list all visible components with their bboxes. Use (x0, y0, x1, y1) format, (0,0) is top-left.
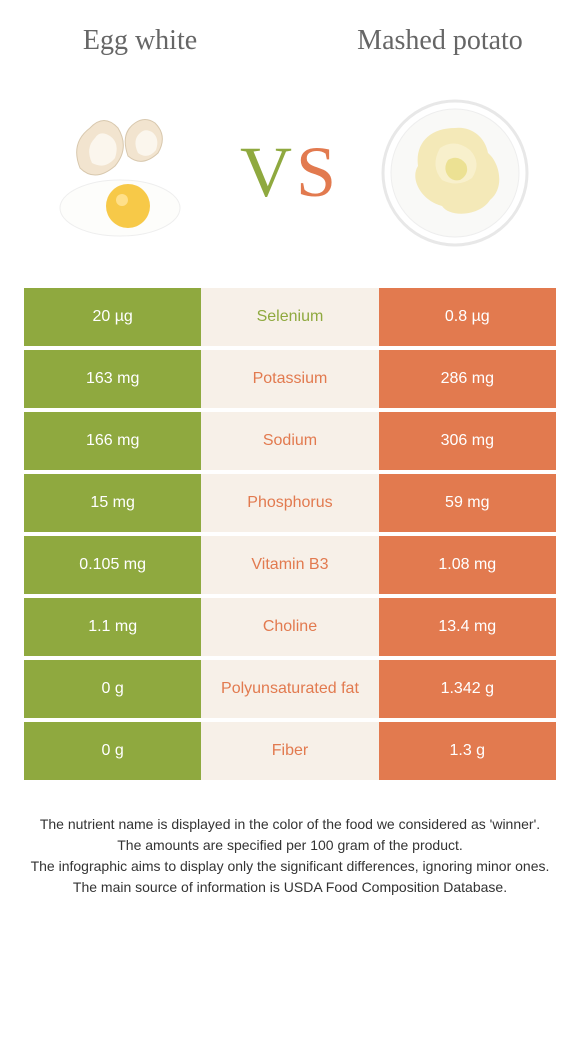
vs-v: V (240, 132, 296, 212)
nutrient-row: 15 mgPhosphorus59 mg (24, 474, 556, 532)
footer-line-4: The main source of information is USDA F… (24, 877, 556, 898)
header: Egg white Mashed potato (0, 0, 580, 68)
right-value: 1.342 g (379, 660, 556, 718)
right-value: 59 mg (379, 474, 556, 532)
left-value: 15 mg (24, 474, 201, 532)
nutrient-label: Potassium (201, 350, 378, 408)
vs-label: VS (240, 131, 340, 214)
left-value: 166 mg (24, 412, 201, 470)
right-value: 286 mg (379, 350, 556, 408)
food-image-right (370, 88, 540, 258)
right-value: 0.8 µg (379, 288, 556, 346)
left-value: 0 g (24, 722, 201, 780)
nutrient-row: 0.105 mgVitamin B31.08 mg (24, 536, 556, 594)
left-value: 1.1 mg (24, 598, 201, 656)
left-value: 20 µg (24, 288, 201, 346)
nutrient-label: Selenium (201, 288, 378, 346)
food-title-left: Egg white (40, 24, 240, 58)
nutrient-label: Fiber (201, 722, 378, 780)
left-value: 0 g (24, 660, 201, 718)
footer-line-1: The nutrient name is displayed in the co… (24, 814, 556, 835)
footer-notes: The nutrient name is displayed in the co… (0, 784, 580, 898)
nutrient-label: Polyunsaturated fat (201, 660, 378, 718)
right-value: 1.08 mg (379, 536, 556, 594)
nutrient-label: Choline (201, 598, 378, 656)
nutrient-row: 163 mgPotassium286 mg (24, 350, 556, 408)
nutrient-label: Vitamin B3 (201, 536, 378, 594)
right-value: 1.3 g (379, 722, 556, 780)
right-value: 13.4 mg (379, 598, 556, 656)
nutrient-row: 0 gPolyunsaturated fat1.342 g (24, 660, 556, 718)
nutrient-table: 20 µgSelenium0.8 µg163 mgPotassium286 mg… (0, 288, 580, 780)
egg-white-icon (40, 88, 210, 258)
footer-line-2: The amounts are specified per 100 gram o… (24, 835, 556, 856)
nutrient-row: 166 mgSodium306 mg (24, 412, 556, 470)
nutrient-label: Phosphorus (201, 474, 378, 532)
mashed-potato-icon (370, 88, 540, 258)
food-title-right: Mashed potato (340, 24, 540, 58)
nutrient-row: 20 µgSelenium0.8 µg (24, 288, 556, 346)
images-row: VS (0, 68, 580, 288)
vs-s: S (296, 132, 340, 212)
footer-line-3: The infographic aims to display only the… (24, 856, 556, 877)
food-image-left (40, 88, 210, 258)
nutrient-row: 1.1 mgCholine13.4 mg (24, 598, 556, 656)
nutrient-row: 0 gFiber1.3 g (24, 722, 556, 780)
nutrient-label: Sodium (201, 412, 378, 470)
left-value: 163 mg (24, 350, 201, 408)
right-value: 306 mg (379, 412, 556, 470)
left-value: 0.105 mg (24, 536, 201, 594)
